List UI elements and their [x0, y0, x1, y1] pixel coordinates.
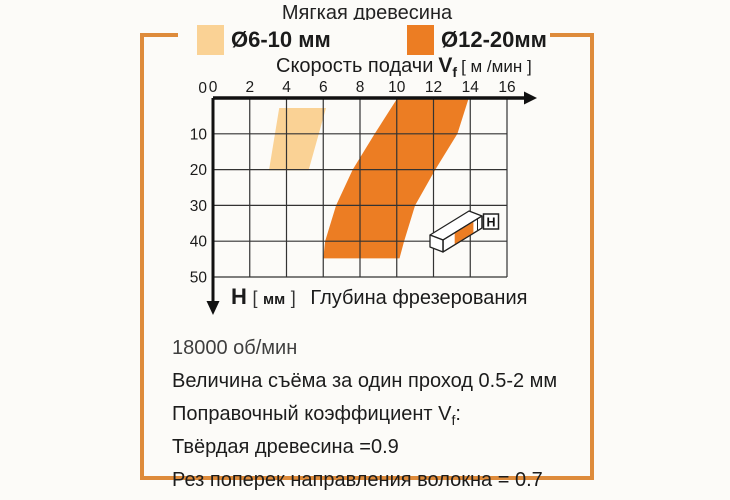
x-tick-label: 4: [282, 79, 291, 96]
note-correction-factor: Поправочный коэффициент Vf:: [172, 403, 461, 428]
note-cross-grain-factor: Рез поперек направления волокна = 0.7: [172, 469, 543, 491]
y-tick-label: 10: [190, 126, 208, 143]
workpiece-3d-icon: H: [429, 210, 500, 253]
x-tick-label: 16: [498, 79, 515, 96]
chart-title: Мягкая древесина: [281, 2, 453, 24]
x-axis-variable: Vf: [438, 54, 458, 81]
legend: Ø6-10 мм Ø12-20мм: [178, 20, 550, 60]
note-hardwood-factor: Твёрдая древесина =0.9: [172, 436, 399, 458]
x-tick-label: 8: [356, 79, 365, 96]
y-tick-label: 50: [190, 270, 208, 287]
y-tick-label: 30: [190, 198, 208, 215]
y-axis-label: H [ мм ] Глубина фрезерования: [231, 284, 528, 309]
note-pass-depth: Величина съёма за один проход 0.5-2 мм: [172, 370, 558, 392]
x-tick-label: 14: [462, 79, 480, 96]
y-axis-title-text: Глубина фрезерования: [310, 287, 528, 309]
notes: 18000 об/мин Величина съёма за один прох…: [172, 335, 582, 500]
depth-bracket: [482, 213, 500, 230]
y-axis-arrow-icon: [206, 301, 220, 315]
milled-band: [454, 221, 474, 245]
legend-item-small-diameter: Ø6-10 мм: [197, 20, 331, 60]
x-axis-title-text: Скорость подачи: [276, 55, 434, 77]
x-tick-label: 2: [245, 79, 254, 96]
y-axis-variable: H: [231, 284, 247, 309]
legend-label-small-diameter: Ø6-10 мм: [231, 27, 331, 52]
legend-swatch-dark-icon: [407, 25, 434, 55]
legend-item-large-diameter: Ø12-20мм: [407, 20, 547, 60]
y-tick-label: 20: [190, 162, 208, 179]
x-tick-label: 6: [319, 79, 328, 96]
note-rpm: 18000 об/мин: [172, 337, 298, 359]
depth-label: H: [486, 216, 495, 230]
y-tick-label: 0: [198, 80, 207, 97]
x-tick-label: 0: [209, 79, 218, 96]
x-tick-label: 10: [388, 79, 406, 96]
x-axis-title: Скорость подачи Vf[ м /мин ]: [276, 54, 532, 80]
x-axis-units: [ м /мин ]: [461, 57, 532, 76]
legend-swatch-light-icon: [197, 25, 224, 55]
region-0: [269, 108, 326, 171]
x-axis-arrow-icon: [524, 91, 537, 105]
y-axis-units: мм: [263, 291, 286, 308]
legend-label-large-diameter: Ø12-20мм: [441, 27, 547, 52]
y-tick-label: 40: [190, 234, 208, 251]
chart-tick-labels: 0 2 4 6 8 10 12 14 16 0 10 20 30 40 50: [190, 79, 516, 287]
x-tick-label: 12: [425, 79, 442, 96]
